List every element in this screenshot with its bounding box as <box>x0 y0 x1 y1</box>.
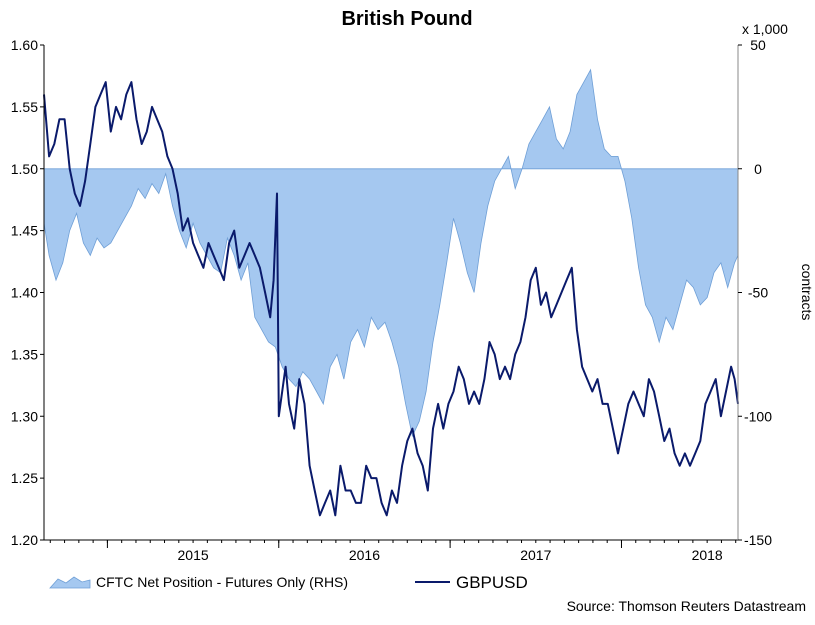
right-tick-label: 50 <box>750 37 766 53</box>
right-axis-label: contracts <box>799 264 815 321</box>
right-tick-label: 0 <box>754 161 762 177</box>
legend-swatch-area <box>49 576 91 589</box>
left-tick-label: 1.25 <box>11 470 38 486</box>
left-tick-label: 1.50 <box>11 161 38 177</box>
right-axis-multiplier: x 1,000 <box>742 21 788 37</box>
left-tick-label: 1.20 <box>11 532 38 548</box>
chart-title: British Pound <box>341 8 472 30</box>
line-layer <box>43 81 739 517</box>
left-tick-label: 1.55 <box>11 99 38 115</box>
legend-label-gbpusd: GBPUSD <box>456 573 528 592</box>
legend-label-cftc: CFTC Net Position - Futures Only (RHS) <box>96 574 348 590</box>
x-tick-label: 2017 <box>520 547 551 563</box>
x-tick-label: 2018 <box>692 547 723 563</box>
left-tick-label: 1.40 <box>11 285 38 301</box>
legend: CFTC Net Position - Futures Only (RHS) GB… <box>49 573 528 592</box>
right-tick-label: -100 <box>744 408 772 424</box>
right-tick-label: -50 <box>748 285 768 301</box>
series-line-gbpusd <box>43 81 739 517</box>
left-tick-label: 1.60 <box>11 37 38 53</box>
left-tick-label: 1.45 <box>11 223 38 239</box>
series-area-cftc <box>43 68 739 438</box>
right-tick-label: -150 <box>744 532 772 548</box>
area-layer <box>43 68 739 438</box>
axes-layer: 1.20 1.25 1.30 1.35 1.40 1.45 1.50 1.55 1.60 -150… <box>11 37 772 563</box>
x-tick-label: 2016 <box>349 547 380 563</box>
left-tick-label: 1.35 <box>11 346 38 362</box>
x-tick-label: 2015 <box>178 547 209 563</box>
left-tick-label: 1.30 <box>11 408 38 424</box>
source-note: Source: Thomson Reuters Datastream <box>567 598 806 614</box>
